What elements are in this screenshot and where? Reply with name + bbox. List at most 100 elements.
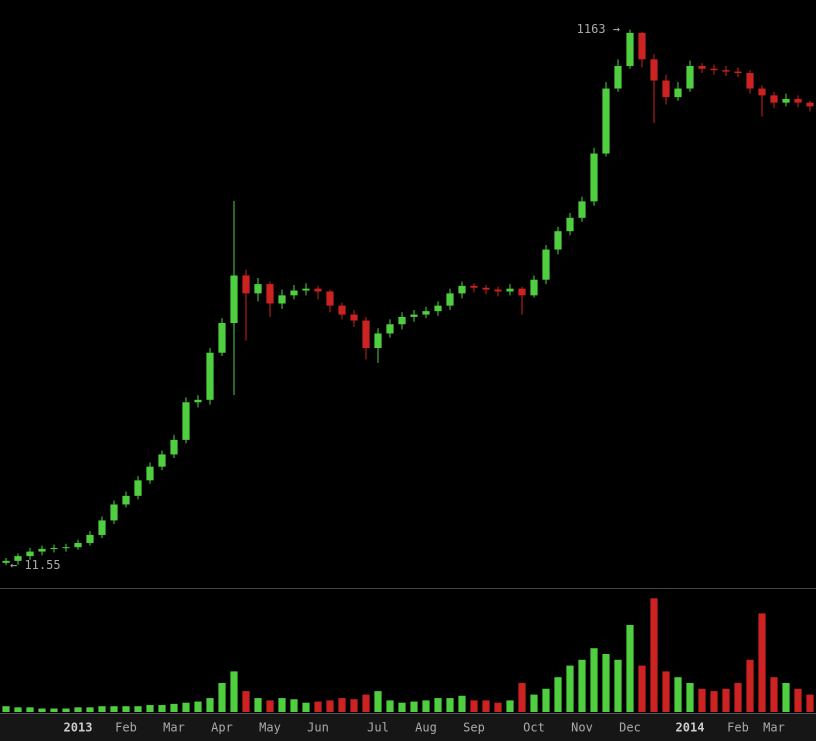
candle-body (590, 153, 598, 202)
volume-bar (62, 708, 70, 712)
volume-bar (782, 683, 790, 712)
candle-body (518, 288, 526, 296)
volume-bar (170, 703, 178, 712)
x-tick-label: Feb (727, 721, 749, 735)
volume-bar (590, 648, 598, 712)
candle-body (446, 293, 454, 306)
candle-body (362, 320, 370, 348)
candle-body (434, 305, 442, 312)
candle-body (110, 504, 118, 521)
volume-bar (110, 706, 118, 712)
x-tick-label: Oct (523, 721, 545, 735)
candle-body (266, 284, 274, 304)
candle-body (230, 275, 238, 324)
x-tick-label: Sep (463, 721, 485, 735)
candle-body (506, 288, 514, 292)
volume-bar (758, 613, 766, 712)
volume-bar (722, 688, 730, 712)
x-tick-label: Dec (619, 721, 641, 735)
volume-bar (434, 698, 442, 712)
candle-body (242, 275, 250, 294)
candle-body (314, 288, 322, 292)
volume-bar (206, 698, 214, 712)
x-tick-label: May (259, 721, 281, 735)
volume-bar (350, 699, 358, 712)
x-tick-label: Feb (115, 721, 137, 735)
volume-bar (122, 706, 130, 712)
volume-bar (134, 706, 142, 712)
candle-body (686, 65, 694, 89)
volume-bar (374, 691, 382, 712)
candle-body (578, 201, 586, 218)
volume-bar (314, 701, 322, 712)
volume-bar (494, 702, 502, 712)
x-tick-label: 2013 (64, 721, 93, 735)
volume-bar (554, 677, 562, 712)
volume-bar (50, 708, 58, 712)
candle-body (806, 102, 814, 107)
candle-body (158, 454, 166, 467)
candle-body (662, 80, 670, 98)
candle-body (458, 285, 466, 294)
volume-bar (326, 700, 334, 712)
candle-body (626, 32, 634, 66)
volume-bar (98, 706, 106, 712)
candle-body (2, 560, 10, 563)
volume-bar (218, 683, 226, 712)
volume-bar (74, 707, 82, 712)
candle-body (470, 285, 478, 288)
candle-body (650, 59, 658, 81)
volume-bar (542, 688, 550, 712)
volume-bar (614, 659, 622, 712)
volume-bar (182, 702, 190, 712)
volume-bar (158, 705, 166, 712)
candle-body (710, 68, 718, 71)
volume-bar (530, 694, 538, 712)
candle-body (530, 279, 538, 296)
candle-body (170, 439, 178, 455)
volume-bar (602, 654, 610, 712)
candle-body (62, 547, 70, 549)
x-tick-label: Apr (211, 721, 233, 735)
candle-body (554, 231, 562, 250)
x-tick-label: Jun (307, 721, 329, 735)
candle-body (638, 32, 646, 60)
candle-body (74, 542, 82, 548)
volume-bar (290, 699, 298, 712)
volume-bar (362, 694, 370, 712)
candle-body (758, 88, 766, 96)
volume-bar (674, 677, 682, 712)
candle-body (278, 295, 286, 304)
candle-body (254, 284, 262, 294)
volume-bar (230, 671, 238, 712)
candle-body (494, 289, 502, 292)
volume-bar (86, 707, 94, 712)
volume-bar (710, 691, 718, 712)
volume-bar (686, 683, 694, 712)
volume-bar (242, 691, 250, 712)
volume-bar (410, 701, 418, 712)
candle-body (386, 324, 394, 334)
volume-bar (422, 700, 430, 712)
candle-body (674, 88, 682, 98)
volume-bar (302, 702, 310, 712)
candle-body (734, 71, 742, 74)
volume-bar (506, 700, 514, 712)
volume-bar (518, 683, 526, 712)
volume-bar (26, 707, 34, 712)
candle-body (26, 551, 34, 557)
volume-bar (398, 702, 406, 712)
candle-body (182, 402, 190, 440)
volume-bar (806, 694, 814, 712)
volume-bar (266, 700, 274, 712)
candle-body (722, 70, 730, 72)
candle-body (86, 534, 94, 543)
candle-body (338, 305, 346, 315)
candle-body (782, 98, 790, 103)
candle-body (350, 314, 358, 321)
candle-body (374, 333, 382, 348)
candle-body (218, 323, 226, 353)
volume-bar (626, 625, 634, 712)
volume-bar (650, 598, 658, 712)
